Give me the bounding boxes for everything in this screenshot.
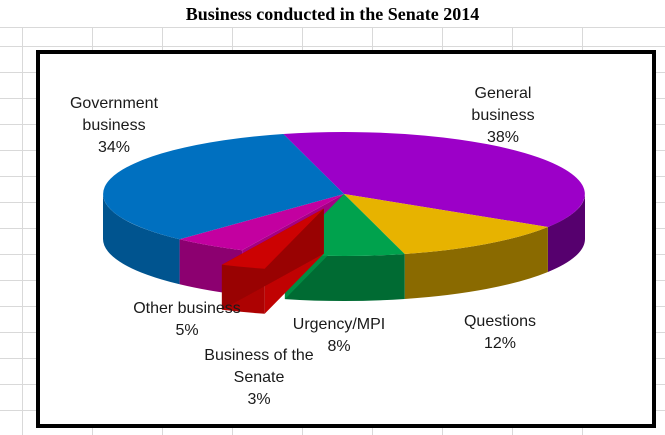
data-label-percent: 5% — [175, 322, 199, 339]
data-label-urgency-mpi[interactable]: Urgency/MPI 8% — [277, 314, 401, 358]
pie-slice-other-business[interactable] — [179, 194, 344, 251]
pie-side-questions — [404, 227, 548, 299]
data-label-text: General business — [471, 85, 535, 124]
pie-chart-3d — [103, 132, 585, 314]
pie-slice-general-business[interactable] — [283, 132, 585, 227]
data-label-text: Business of the Senate — [204, 347, 314, 386]
data-label-text: Questions — [463, 313, 537, 330]
data-label-general-business[interactable]: General business 38% — [459, 83, 547, 149]
data-label-percent: 8% — [327, 338, 351, 355]
pie-slice-business-of-the-senate[interactable] — [221, 208, 324, 269]
data-label-business-of-the-senate[interactable]: Business of the Senate 3% — [201, 345, 317, 411]
data-label-text: Government business — [69, 95, 159, 134]
data-label-percent: 12% — [483, 335, 517, 352]
data-label-other-business[interactable]: Other business 5% — [122, 298, 252, 342]
pie-slice-questions[interactable] — [344, 194, 548, 254]
pie-side-government-business — [103, 194, 180, 285]
data-label-questions[interactable]: Questions 12% — [450, 311, 550, 355]
data-label-text: Urgency/MPI — [292, 316, 386, 333]
chart-title: Business conducted in the Senate 2014 — [185, 4, 480, 24]
data-label-percent: 3% — [247, 391, 271, 408]
data-label-government-business[interactable]: Government business 34% — [64, 93, 164, 159]
data-label-percent: 38% — [486, 129, 520, 146]
pie-side-general-business — [547, 194, 585, 272]
data-label-percent: 34% — [97, 139, 131, 156]
data-label-text: Other business — [133, 300, 241, 317]
pie-slice-government-business[interactable] — [103, 134, 344, 240]
